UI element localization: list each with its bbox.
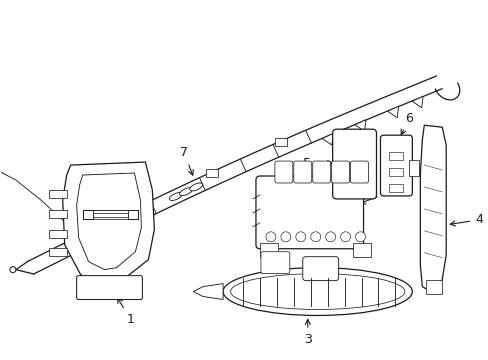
Polygon shape — [420, 125, 446, 293]
Polygon shape — [387, 106, 398, 118]
Bar — [275, 138, 286, 146]
Bar — [49, 248, 66, 256]
Ellipse shape — [169, 193, 182, 201]
FancyBboxPatch shape — [255, 176, 363, 249]
Text: 7: 7 — [180, 147, 193, 175]
FancyBboxPatch shape — [302, 257, 338, 280]
Ellipse shape — [179, 188, 192, 195]
Circle shape — [265, 232, 275, 242]
Bar — [205, 169, 217, 177]
Bar — [352, 243, 370, 257]
Text: 3: 3 — [303, 319, 311, 346]
Polygon shape — [193, 284, 223, 300]
Ellipse shape — [189, 183, 203, 191]
Text: 6: 6 — [400, 112, 412, 135]
Bar — [388, 184, 403, 192]
Bar — [124, 208, 136, 216]
Text: 1: 1 — [117, 298, 134, 326]
Polygon shape — [62, 162, 154, 285]
Circle shape — [340, 232, 350, 242]
Polygon shape — [322, 134, 332, 145]
Text: 4: 4 — [449, 213, 482, 226]
Bar — [260, 243, 277, 257]
Ellipse shape — [223, 268, 411, 315]
FancyBboxPatch shape — [331, 161, 349, 183]
Bar — [49, 210, 66, 218]
Ellipse shape — [230, 274, 404, 310]
Bar — [408, 160, 419, 176]
Polygon shape — [354, 120, 365, 131]
FancyBboxPatch shape — [261, 252, 289, 274]
FancyBboxPatch shape — [350, 161, 368, 183]
Polygon shape — [92, 213, 128, 217]
FancyBboxPatch shape — [293, 161, 311, 183]
Polygon shape — [411, 96, 422, 108]
Bar — [388, 168, 403, 176]
Text: 5: 5 — [302, 157, 332, 170]
Bar — [426, 280, 441, 293]
Circle shape — [10, 267, 16, 273]
Polygon shape — [82, 210, 92, 219]
Polygon shape — [77, 173, 141, 270]
FancyBboxPatch shape — [274, 161, 292, 183]
Polygon shape — [28, 76, 441, 274]
Bar — [388, 152, 403, 160]
FancyBboxPatch shape — [312, 161, 330, 183]
Circle shape — [355, 232, 365, 242]
Bar — [49, 230, 66, 238]
FancyBboxPatch shape — [380, 135, 411, 196]
Circle shape — [325, 232, 335, 242]
Circle shape — [280, 232, 290, 242]
Text: 2: 2 — [360, 186, 389, 204]
Polygon shape — [128, 210, 138, 219]
Circle shape — [295, 232, 305, 242]
FancyBboxPatch shape — [77, 276, 142, 300]
FancyBboxPatch shape — [332, 129, 376, 199]
Circle shape — [310, 232, 320, 242]
Bar — [49, 190, 66, 198]
